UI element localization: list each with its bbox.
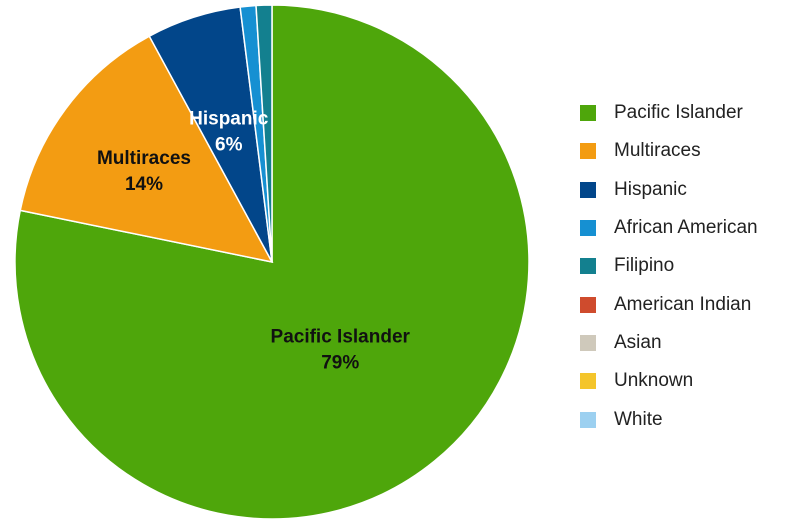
legend-swatch <box>580 181 596 198</box>
slice-label-percent: 79% <box>321 353 359 374</box>
legend-item-multiraces: Multiraces <box>580 132 758 170</box>
legend-item-unknown: Unknown <box>580 362 758 400</box>
legend-label: Asian <box>614 331 662 353</box>
pie-slice-pacific-islander <box>14 4 530 520</box>
legend-label: American Indian <box>614 293 752 315</box>
legend-swatch <box>580 143 596 160</box>
legend-label: Multiraces <box>614 140 701 162</box>
legend-item-filipino: Filipino <box>580 247 758 285</box>
legend: Pacific Islander Multiraces Hispanic Africa… <box>580 94 758 439</box>
pie-chart: Pacific Islander 79% Multiraces 14% Hispanic… <box>14 4 530 520</box>
slice-label-name: Hispanic <box>189 108 269 129</box>
legend-swatch <box>580 334 596 351</box>
legend-swatch <box>580 296 596 313</box>
legend-label: White <box>614 408 663 430</box>
legend-item-african-american: African American <box>580 209 758 247</box>
legend-item-asian: Asian <box>580 324 758 362</box>
pie-slice-multiraces <box>19 35 274 264</box>
legend-item-american-indian: American Indian <box>580 285 758 323</box>
legend-label: Pacific Islander <box>614 102 743 124</box>
legend-swatch <box>580 220 596 237</box>
legend-item-pacific-islander: Pacific Islander <box>580 94 758 132</box>
legend-label: Hispanic <box>614 178 687 200</box>
slice-label-name: Multiraces <box>97 148 191 169</box>
legend-label: Filipino <box>614 255 675 277</box>
legend-label: Unknown <box>614 370 694 392</box>
legend-swatch <box>580 258 596 275</box>
legend-swatch <box>580 373 596 390</box>
legend-swatch <box>580 105 596 122</box>
slice-label-multiraces: Multiraces 14% <box>97 148 191 195</box>
legend-item-white: White <box>580 400 758 438</box>
legend-label: African American <box>614 217 758 239</box>
pie-slice-filipino <box>255 4 273 263</box>
slice-label-hispanic: Hispanic 6% <box>189 108 269 155</box>
legend-swatch <box>580 411 596 428</box>
slice-label-percent: 14% <box>125 174 163 195</box>
legend-item-hispanic: Hispanic <box>580 171 758 209</box>
slice-label-name: Pacific Islander <box>271 327 411 348</box>
slice-label-pacific-islander: Pacific Islander 79% <box>271 327 411 374</box>
slice-label-percent: 6% <box>215 134 243 155</box>
